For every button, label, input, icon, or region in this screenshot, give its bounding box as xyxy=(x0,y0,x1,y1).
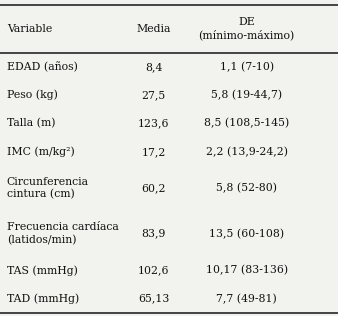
Text: 5,8 (52-80): 5,8 (52-80) xyxy=(216,183,277,194)
Text: 8,4: 8,4 xyxy=(145,62,163,72)
Text: Circunferencia
cintura (cm): Circunferencia cintura (cm) xyxy=(7,177,89,200)
Text: 10,17 (83-136): 10,17 (83-136) xyxy=(206,265,288,276)
Text: 27,5: 27,5 xyxy=(142,90,166,100)
Text: Peso (kg): Peso (kg) xyxy=(7,90,58,100)
Text: 65,13: 65,13 xyxy=(138,294,169,304)
Text: 83,9: 83,9 xyxy=(142,229,166,239)
Text: 60,2: 60,2 xyxy=(142,184,166,193)
Text: Variable: Variable xyxy=(7,24,52,34)
Text: DE
(mínimo-máximo): DE (mínimo-máximo) xyxy=(199,17,295,41)
Text: Frecuencia cardíaca
(latidos/min): Frecuencia cardíaca (latidos/min) xyxy=(7,222,119,245)
Text: 5,8 (19-44,7): 5,8 (19-44,7) xyxy=(211,90,282,100)
Text: 123,6: 123,6 xyxy=(138,118,170,129)
Text: TAD (mmHg): TAD (mmHg) xyxy=(7,294,79,304)
Text: IMC (m/kg²): IMC (m/kg²) xyxy=(7,146,74,157)
Text: Talla (m): Talla (m) xyxy=(7,118,55,129)
Text: 8,5 (108,5-145): 8,5 (108,5-145) xyxy=(204,118,289,129)
Text: 13,5 (60-108): 13,5 (60-108) xyxy=(209,228,284,239)
Text: 17,2: 17,2 xyxy=(142,147,166,157)
Text: 102,6: 102,6 xyxy=(138,265,170,276)
Text: TAS (mmHg): TAS (mmHg) xyxy=(7,265,78,276)
Text: 1,1 (7-10): 1,1 (7-10) xyxy=(220,62,274,72)
Text: EDAD (años): EDAD (años) xyxy=(7,62,78,72)
Text: 2,2 (13,9-24,2): 2,2 (13,9-24,2) xyxy=(206,147,288,157)
Text: Media: Media xyxy=(137,24,171,34)
Text: 7,7 (49-81): 7,7 (49-81) xyxy=(216,294,277,304)
